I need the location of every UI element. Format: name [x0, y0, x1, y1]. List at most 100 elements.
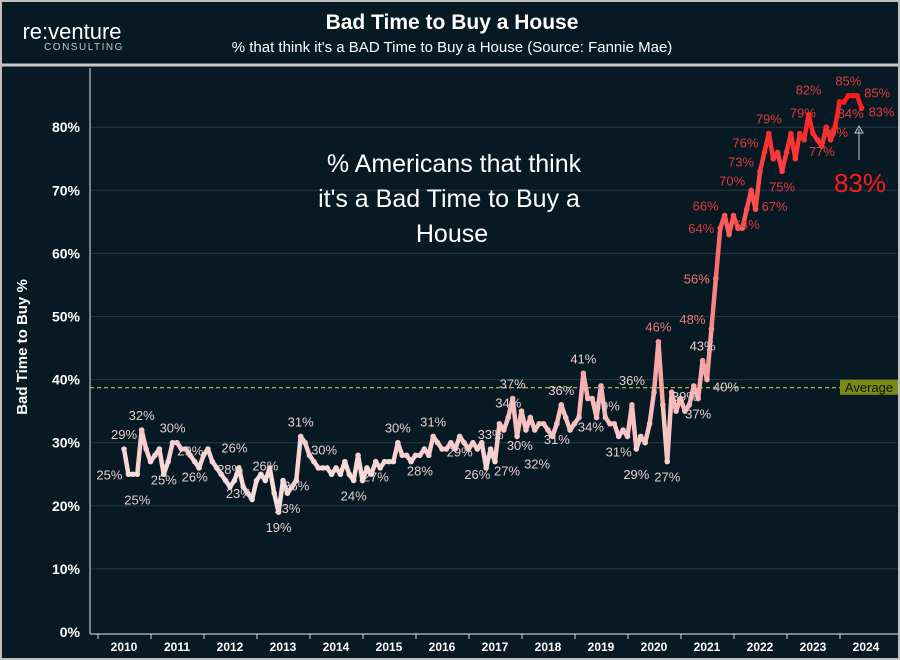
- x-tick-label: 2024: [853, 640, 880, 654]
- series-segment: [647, 389, 657, 427]
- data-label: 39%: [672, 389, 698, 404]
- data-label: 39%: [594, 399, 620, 414]
- series-segment: [713, 225, 723, 281]
- data-label: 76%: [732, 135, 758, 150]
- data-label: 84%: [838, 106, 864, 121]
- data-point: [810, 130, 816, 137]
- data-point: [523, 427, 529, 433]
- series-segment: [709, 276, 719, 332]
- data-point: [160, 471, 167, 478]
- data-point: [474, 446, 481, 452]
- data-point: [549, 433, 556, 440]
- data-point: [191, 458, 198, 465]
- data-label: 79%: [756, 112, 782, 127]
- data-point: [677, 395, 684, 402]
- data-point: [598, 383, 604, 389]
- series-segment: [236, 465, 246, 490]
- data-point: [633, 446, 640, 452]
- data-point: [284, 490, 291, 496]
- data-point: [531, 427, 538, 433]
- x-tick-label: 2012: [217, 640, 244, 654]
- data-point: [152, 452, 158, 459]
- data-point: [501, 427, 507, 433]
- series-segment: [757, 150, 767, 174]
- data-point: [673, 408, 679, 414]
- data-label: 36%: [619, 373, 645, 388]
- data-point: [823, 124, 830, 130]
- data-point: [580, 370, 587, 377]
- data-point: [448, 439, 454, 446]
- data-label: 29%: [623, 467, 649, 482]
- data-label: 30%: [507, 438, 533, 453]
- data-point: [337, 471, 344, 478]
- series-segment: [598, 383, 608, 420]
- data-label: 25%: [124, 492, 150, 507]
- series-segment: [294, 434, 303, 483]
- data-label: 19%: [266, 520, 292, 535]
- series-segment: [753, 169, 763, 212]
- data-point: [558, 402, 565, 408]
- data-point: [492, 458, 498, 465]
- data-point: [258, 471, 264, 478]
- data-point: [584, 395, 591, 402]
- data-label: 31%: [288, 414, 314, 429]
- data-point: [735, 225, 741, 231]
- data-point: [470, 439, 476, 446]
- data-point: [620, 427, 626, 433]
- average-line-group: Average: [90, 379, 898, 395]
- x-tick-label: 2014: [323, 640, 350, 654]
- series-segment: [249, 478, 259, 502]
- data-label: 29%: [111, 427, 137, 442]
- annotation-line-1: % Americans that think: [327, 150, 582, 178]
- data-label: 26%: [283, 479, 309, 494]
- data-point: [607, 420, 613, 427]
- data-point: [478, 439, 485, 446]
- data-point: [624, 433, 631, 440]
- data-point: [757, 168, 763, 175]
- data-point: [637, 433, 644, 440]
- data-label: 85%: [864, 86, 890, 101]
- data-point: [430, 433, 436, 440]
- data-point: [792, 155, 799, 162]
- data-point: [346, 471, 353, 478]
- x-tick-label: 2011: [164, 640, 190, 654]
- data-label: 25%: [151, 472, 177, 487]
- average-label-bg: [840, 379, 898, 395]
- data-label: 48%: [679, 312, 705, 327]
- data-label: 67%: [762, 199, 788, 214]
- data-point: [854, 92, 860, 99]
- data-point: [858, 105, 865, 112]
- data-point: [699, 357, 706, 364]
- data-point: [218, 471, 224, 478]
- data-point: [328, 471, 335, 478]
- data-label: 26%: [221, 441, 247, 456]
- data-point: [297, 433, 304, 440]
- data-point: [832, 124, 838, 130]
- data-label: 33%: [478, 427, 504, 442]
- annotation: % Americans that think it's a Bad Time t…: [318, 150, 582, 248]
- data-point: [187, 452, 194, 459]
- data-label: 30%: [160, 421, 186, 436]
- data-label: 30%: [385, 421, 411, 436]
- data-label: 23%: [226, 486, 252, 501]
- data-point: [399, 452, 406, 459]
- data-point: [668, 389, 675, 396]
- data-point: [240, 484, 247, 490]
- data-point: [386, 458, 392, 465]
- data-point: [554, 420, 560, 427]
- data-point: [801, 137, 807, 143]
- data-point: [615, 433, 622, 440]
- data-point: [412, 452, 419, 459]
- series-segment: [832, 99, 842, 130]
- data-point: [593, 414, 600, 421]
- data-point: [395, 439, 401, 446]
- y-ticks: 0% 10% 20% 30% 40% 50% 60% 70% 80%: [52, 119, 81, 640]
- data-label: 31%: [420, 414, 446, 429]
- y-tick-label: 20%: [52, 498, 81, 514]
- data-point: [766, 130, 772, 137]
- data-label: 28%: [217, 462, 243, 477]
- data-point: [805, 111, 812, 118]
- data-labels: 29%25%25%32%25%30%26%29%28%23%26%19%26%3…: [96, 74, 895, 535]
- data-label: 70%: [719, 173, 745, 188]
- data-point: [589, 395, 595, 402]
